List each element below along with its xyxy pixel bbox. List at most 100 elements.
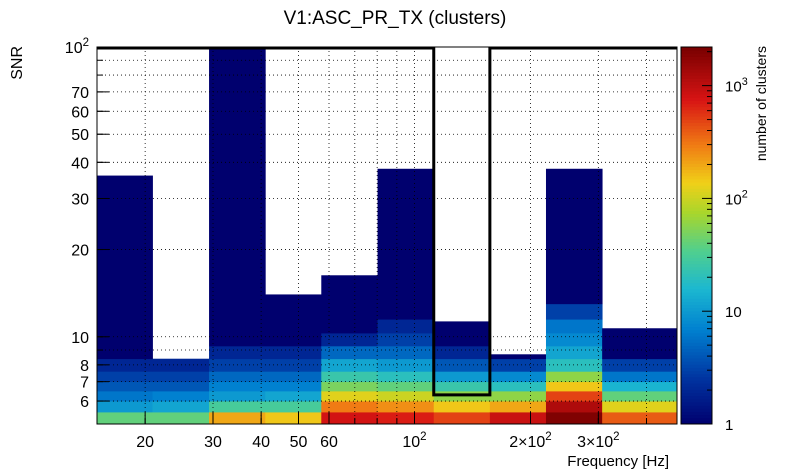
palette-band — [681, 411, 712, 416]
palette-band — [681, 373, 712, 378]
x-tick-label: 50 — [290, 434, 308, 451]
heatmap-cell — [152, 371, 210, 383]
heatmap-cell — [489, 371, 547, 383]
palette-band — [681, 314, 712, 318]
z-axis-label: number of clusters — [753, 46, 769, 161]
palette-band — [681, 56, 712, 61]
palette-band — [681, 166, 712, 171]
palette-band — [681, 304, 712, 309]
heatmap-cell — [489, 401, 547, 413]
palette-band — [681, 380, 712, 384]
palette-band — [681, 402, 712, 406]
heatmap-cell — [209, 381, 266, 392]
palette-band — [681, 90, 712, 95]
palette-band — [681, 204, 712, 208]
palette-band — [681, 285, 712, 290]
palette-band — [681, 336, 712, 340]
heatmap-cell — [209, 401, 266, 413]
palette-band — [681, 354, 712, 359]
y-tick-label: 7 — [80, 375, 89, 392]
palette-band — [681, 263, 712, 268]
palette-band — [681, 279, 712, 284]
heatmap-cell — [265, 381, 322, 392]
palette-band — [681, 81, 712, 86]
palette-band — [681, 398, 712, 403]
palette-band — [681, 298, 712, 302]
palette-band — [681, 185, 712, 189]
palette-band — [681, 251, 712, 255]
palette-band — [681, 100, 712, 105]
palette-band — [681, 260, 712, 265]
palette-band — [681, 50, 712, 54]
heatmap-cell — [97, 390, 153, 402]
palette-band — [681, 332, 712, 337]
heatmap-cell — [545, 319, 603, 334]
heatmap-cell — [377, 168, 435, 320]
palette-band — [681, 65, 712, 70]
heatmap-cell — [602, 401, 678, 413]
heatmap-cell — [265, 345, 322, 360]
palette-band — [681, 323, 712, 328]
heatmap-cell — [152, 401, 210, 413]
palette-band — [681, 156, 712, 161]
heatmap-cell — [433, 381, 491, 392]
palette-band — [681, 213, 712, 218]
palette-band — [681, 62, 712, 67]
heatmap-cell — [265, 294, 322, 347]
palette-band — [681, 216, 712, 221]
palette-band — [681, 122, 712, 127]
palette-band — [681, 339, 712, 343]
heatmap-cell — [602, 390, 678, 402]
palette-band — [681, 191, 712, 196]
y-tick-label: 20 — [71, 243, 89, 260]
palette-band — [681, 84, 712, 89]
palette-tick-label: 1 — [725, 417, 733, 434]
palette-band — [681, 153, 712, 158]
heatmap-cell — [377, 319, 435, 334]
palette-band — [681, 307, 712, 312]
palette-band — [681, 301, 712, 306]
y-tick-label: 50 — [71, 127, 89, 144]
palette-band — [681, 408, 712, 412]
palette-band — [681, 257, 712, 262]
heatmap-cell — [97, 358, 153, 372]
heatmap-cell — [545, 390, 603, 402]
color-palette: 1 10 102 103 — [680, 46, 748, 434]
heatmap-cell — [489, 381, 547, 392]
palette-band — [681, 414, 712, 419]
palette-band — [681, 147, 712, 152]
palette-band — [681, 266, 712, 271]
heatmap-cell — [545, 168, 603, 305]
heatmap-cell — [545, 371, 603, 383]
palette-band — [681, 144, 712, 149]
palette-band — [681, 87, 712, 92]
palette-band — [681, 386, 712, 390]
palette-band — [681, 358, 712, 362]
heatmap-cell — [97, 381, 153, 392]
heatmap-cell — [545, 381, 603, 392]
palette-band — [681, 417, 712, 422]
heatmap-cell — [377, 333, 435, 347]
palette-band — [681, 232, 712, 236]
heatmap-cell — [321, 412, 378, 425]
palette-band — [681, 282, 712, 287]
heatmap-cell — [265, 401, 322, 413]
x-tick-label: 20 — [136, 434, 154, 451]
palette-band — [681, 106, 712, 111]
y-tick-label: 10 — [71, 330, 89, 347]
heatmap-cell — [321, 390, 378, 402]
heatmap-cell — [265, 390, 322, 402]
palette-band — [681, 326, 712, 331]
palette-band — [681, 78, 712, 83]
grid-lines — [97, 47, 677, 424]
heatmap-cell — [377, 412, 435, 425]
x-tick-label: 40 — [252, 434, 270, 451]
palette-band — [681, 420, 712, 425]
palette-band — [681, 345, 712, 350]
palette-band — [681, 288, 712, 293]
palette-band — [681, 235, 712, 240]
palette-band — [681, 94, 712, 98]
palette-band — [681, 292, 712, 296]
palette-band — [681, 141, 712, 145]
heatmap-cell — [152, 381, 210, 392]
